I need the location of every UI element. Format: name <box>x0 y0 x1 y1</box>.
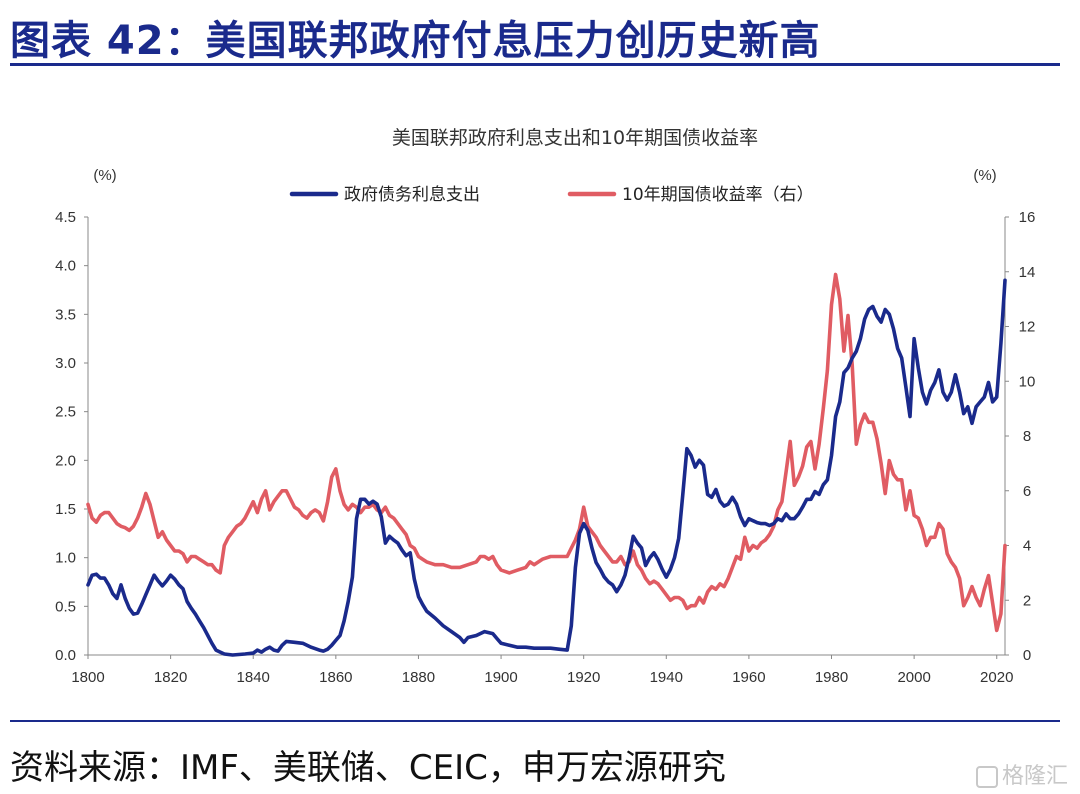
plot-area <box>86 272 1007 657</box>
legend: 政府债务利息支出 10年期国债收益率（右） <box>289 185 814 205</box>
y-right-tick-label: 16 <box>1019 209 1036 226</box>
x-tick-label: 1800 <box>71 669 104 686</box>
y-left-tick-label: 0.5 <box>55 598 76 615</box>
x-tick-label: 1900 <box>484 669 517 686</box>
x-tick-label: 1880 <box>402 669 435 686</box>
y-right-tick-label: 2 <box>1023 592 1031 609</box>
y-left-tick-label: 4.5 <box>55 209 76 226</box>
axes: 1800 1820 1840 1860 1880 1900 1920 1940 1960 1980… <box>55 209 1035 686</box>
chart-title: 美国联邦政府利息支出和10年期国债收益率 <box>392 127 758 149</box>
y-left-tick-label: 3.5 <box>55 306 76 323</box>
legend-label-interest: 政府债务利息支出 <box>344 185 480 205</box>
y-left-tick-label: 1.0 <box>55 550 76 567</box>
legend-label-yield: 10年期国债收益率（右） <box>622 185 814 205</box>
series-line-yield <box>86 272 1007 633</box>
title-underline <box>10 63 1060 66</box>
y-right-tick-label: 12 <box>1019 319 1036 336</box>
y-right-tick-label: 10 <box>1019 373 1036 390</box>
watermark-text: 格隆汇 <box>1001 764 1068 789</box>
source-note: 资料来源：IMF、美联储、CEIC，申万宏源研究 <box>10 748 726 788</box>
y-right-tick-label: 6 <box>1023 483 1031 500</box>
y-right-tick-label: 14 <box>1019 264 1036 281</box>
x-tick-label: 1840 <box>237 669 270 686</box>
figure-title: 图表 42：美国联邦政府付息压力创历史新高 <box>10 18 821 64</box>
y-left-tick-label: 4.0 <box>55 258 76 275</box>
x-tick-label: 1960 <box>732 669 765 686</box>
y-right-tick-label: 4 <box>1023 538 1031 555</box>
y-left-tick-label: 2.0 <box>55 452 76 469</box>
y-left-tick-label: 2.5 <box>55 404 76 421</box>
watermark: 格隆汇 <box>975 758 1068 790</box>
x-tick-label: 1940 <box>650 669 683 686</box>
y-right-tick-label: 0 <box>1023 647 1031 664</box>
series-line-interest <box>86 278 1007 657</box>
y-left-tick-label: 1.5 <box>55 501 76 518</box>
x-tick-label: 1920 <box>567 669 600 686</box>
y-left-tick-label: 3.0 <box>55 355 76 372</box>
watermark-logo-icon <box>975 766 998 788</box>
x-tick-label: 1820 <box>154 669 187 686</box>
y-left-tick-label: 0.0 <box>55 647 76 664</box>
footer-rule <box>10 720 1060 722</box>
x-tick-label: 1860 <box>319 669 352 686</box>
x-tick-label: 1980 <box>815 669 848 686</box>
x-tick-label: 2000 <box>897 669 930 686</box>
left-axis-unit: (%) <box>93 167 116 184</box>
right-axis-unit: (%) <box>973 167 996 184</box>
y-right-tick-label: 8 <box>1023 428 1031 445</box>
x-tick-label: 2020 <box>980 669 1013 686</box>
